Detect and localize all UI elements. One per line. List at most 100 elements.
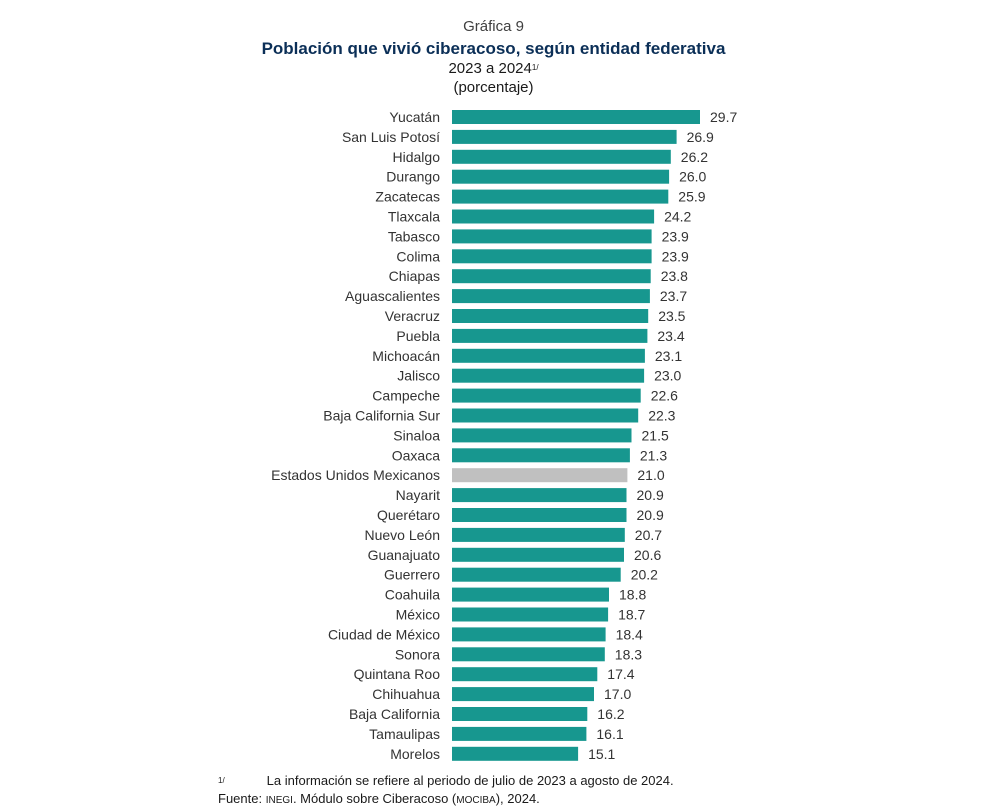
bar [452,229,652,244]
value-label: 23.5 [658,308,685,324]
category-label: Hidalgo [393,149,441,165]
bar-row: Zacatecas 25.9 [375,189,705,205]
source-mid: . Módulo sobre Ciberacoso ( [292,791,457,806]
value-label: 23.8 [661,268,688,284]
value-label: 18.7 [618,607,645,623]
bar [452,567,621,582]
footnote-mark: 1/ [218,776,225,785]
bar [452,687,594,702]
bar-row: México 18.7 [396,607,646,623]
value-label: 15.1 [588,746,615,762]
value-label: 22.3 [648,408,675,424]
bar [452,707,588,721]
category-label: Durango [386,169,440,185]
value-label: 16.2 [597,706,624,722]
source-note: Fuente: INEGI. Módulo sobre Ciberacoso (… [218,791,540,809]
bar-row: Nayarit 20.9 [396,487,664,503]
bar [452,149,671,164]
bar-row: Coahuila 18.8 [385,587,647,603]
bar [452,408,639,423]
bar-row: Campeche 22.6 [372,388,678,404]
category-label: Quintana Roo [354,666,441,682]
category-label: Zacatecas [375,189,440,205]
bar-row: Durango 26.0 [386,169,706,185]
value-label: 16.1 [596,726,623,742]
value-label: 23.1 [655,348,682,364]
value-label: 23.4 [657,328,684,344]
bar-row: Aguascalientes 23.7 [345,288,687,304]
category-label: Campeche [372,388,440,404]
value-label: 23.9 [662,248,689,264]
bar [452,488,627,503]
bar-row: Chiapas 23.8 [389,268,689,284]
bar-row: Guanajuato 20.6 [368,547,662,563]
value-label: 22.6 [651,388,678,404]
bar-row: Morelos 15.1 [390,746,615,762]
value-label: 25.9 [678,189,705,205]
source-prefix: Fuente: [218,791,266,806]
bar-row: Guerrero 20.2 [384,567,658,583]
bar [452,607,609,622]
bar-row: San Luis Potosí 26.9 [342,129,714,145]
category-label: Puebla [396,328,440,344]
category-label: Morelos [390,746,440,762]
bar [452,129,677,144]
value-label: 20.6 [634,547,661,563]
period-text: 2023 a 2024 [448,60,532,77]
bar [452,289,650,304]
category-label: Veracruz [385,308,440,324]
category-label: Michoacán [372,348,440,364]
value-label: 20.9 [637,487,664,503]
footnote-text: La información se refiere al periodo de … [266,773,674,788]
bar [452,627,606,642]
bar [452,368,645,383]
bar-row: Puebla 23.4 [396,328,684,344]
category-label: Tabasco [388,228,440,244]
category-label: Oaxaca [392,447,440,463]
bar-row: Quintana Roo 17.4 [354,666,635,682]
value-label: 20.9 [637,507,664,523]
bar [452,647,605,662]
bar-row: Veracruz 23.5 [385,308,686,324]
value-label: 23.0 [654,368,681,384]
bar-row: Hidalgo 26.2 [393,149,709,165]
value-label: 29.7 [710,109,737,125]
source-acronym: MOCIBA [456,795,496,806]
value-label: 18.3 [615,646,642,662]
category-label: Yucatán [389,109,440,125]
bar [452,428,632,443]
chart-header: Gráfica 9 Población que vivió ciberacoso… [0,18,987,96]
bar-row: Tamaulipas 16.1 [369,726,624,742]
footnote: 1/La información se refiere al periodo d… [218,773,674,789]
bar-row: Sonora 18.3 [395,646,642,662]
bar [452,189,669,204]
bar-row: Estados Unidos Mexicanos 21.0 [271,467,665,483]
bar-row: Baja California Sur 22.3 [323,408,675,424]
chart-period: 2023 a 20241/ [0,60,987,78]
bar-row: Jalisco 23.0 [397,368,681,384]
category-label: Sonora [395,646,440,662]
bar-row: Sinaloa 21.5 [393,427,669,443]
bar [452,269,651,284]
bar [452,388,641,403]
category-label: México [396,607,441,623]
bar [452,328,648,343]
value-label: 20.2 [631,567,658,583]
value-label: 21.5 [642,427,669,443]
bar [452,587,609,602]
bar [452,547,624,562]
bar-row: Tabasco 23.9 [388,228,689,244]
category-label: Coahuila [385,587,440,603]
bar-row: Ciudad de México 18.4 [328,626,643,642]
chart-number: Gráfica 9 [463,18,524,35]
bar [452,309,649,323]
bar [452,746,579,761]
value-label: 23.9 [662,228,689,244]
bar [452,110,700,124]
value-label: 20.7 [635,527,662,543]
category-label: Baja California [349,706,440,722]
value-label: 21.3 [640,447,667,463]
category-label: Tlaxcala [388,209,440,225]
value-label: 17.4 [607,666,634,682]
category-label: Aguascalientes [345,288,440,304]
